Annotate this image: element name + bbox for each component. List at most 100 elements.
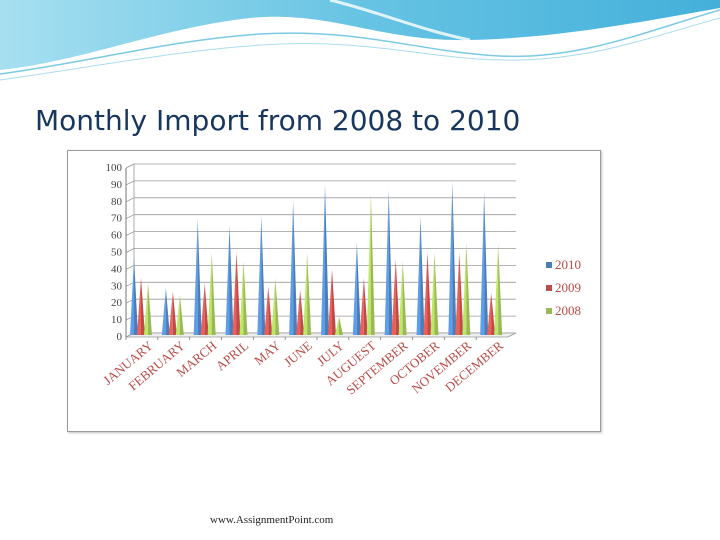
cone-mark-2010 [388, 189, 393, 335]
cone-mark-2010-light [480, 191, 485, 335]
cone-mark-2010 [325, 184, 329, 335]
footer-url: www.AssignmentPoint.com [210, 514, 334, 526]
cone-mark-2008 [307, 252, 312, 335]
gridline-depth [125, 163, 135, 169]
cone-mark-2008 [275, 277, 280, 335]
cone-mark-2009 [427, 252, 432, 335]
y-tick-label: 70 [111, 213, 123, 225]
y-tick-label: 100 [106, 162, 123, 174]
cone-mark-2010 [420, 217, 425, 335]
slide-title: Monthly Import from 2008 to 2010 [35, 104, 521, 137]
cone-mark-2008-light [207, 252, 212, 335]
cone-mark-2008 [179, 294, 184, 335]
cone-mark-2009-light [200, 282, 205, 335]
import-chart: 0102030405060708090100JANUARYFEBRUARYMAR… [100, 162, 581, 398]
y-tick-label: 0 [117, 331, 123, 343]
x-tick-label: JUNE [281, 338, 315, 370]
cone-mark-2010-light [193, 218, 198, 335]
cone-mark-2010-light [289, 200, 294, 335]
cone-mark-2009-light [455, 252, 460, 335]
legend-swatch-2008 [546, 308, 552, 314]
x-tick-label: APRIL [213, 338, 251, 374]
cone-mark-2009-light [359, 277, 364, 335]
cone-mark-2009 [236, 252, 241, 335]
cone-mark-2008-light [430, 252, 435, 335]
cone-mark-2009-light [232, 252, 237, 335]
legend-swatch-2009 [546, 285, 552, 291]
cone-mark-2009-light [264, 286, 269, 335]
cone-mark-2008 [148, 282, 152, 335]
cone-mark-2010-light [416, 217, 421, 335]
y-tick-label: 50 [111, 247, 123, 259]
cone-mark-2009-light [391, 259, 396, 335]
gridline-depth [125, 248, 135, 253]
gridline-depth [125, 281, 135, 287]
gridline-depth [125, 265, 135, 270]
cone-mark-2009-light [328, 269, 332, 335]
cone-mark-2009-light [423, 252, 428, 335]
cone-mark-2009 [141, 277, 145, 335]
cone-mark-2010 [229, 225, 234, 335]
cone-mark-2010-light [448, 181, 453, 335]
cone-mark-2010-light [384, 189, 389, 335]
cone-mark-2010-light [257, 215, 262, 335]
cone-mark-2009 [172, 291, 177, 335]
gridline-depth [125, 180, 135, 186]
cone-mark-2009-light [168, 291, 173, 335]
y-tick-label: 40 [111, 263, 123, 275]
cone-mark-2008-light [494, 244, 499, 335]
cone-mark-2010 [356, 242, 361, 335]
cone-mark-2010 [261, 215, 266, 335]
cone-mark-2010 [484, 191, 489, 335]
legend-label-2008: 2008 [555, 303, 581, 318]
gridline-depth [125, 197, 135, 203]
cone-mark-2008 [211, 252, 216, 335]
cone-mark-2009 [268, 286, 273, 335]
cone-mark-2008-light [303, 252, 308, 335]
y-tick-label: 10 [111, 314, 123, 326]
cone-mark-2009-light [296, 289, 301, 335]
cone-mark-2008 [243, 260, 248, 335]
cone-mark-2010-light [161, 287, 166, 335]
cone-mark-2010 [165, 287, 170, 335]
y-tick-label: 90 [111, 179, 123, 191]
cone-mark-2010-light [352, 242, 357, 335]
cone-mark-2008-light [335, 316, 339, 335]
y-tick-label: 30 [111, 280, 123, 292]
cone-mark-2008-light [271, 277, 276, 335]
cone-mark-2010 [452, 181, 457, 335]
cone-mark-2010-light [130, 257, 134, 335]
y-tick-label: 80 [111, 196, 123, 208]
cone-mark-2008-light [398, 260, 403, 335]
cone-mark-2010-light [321, 184, 325, 335]
legend-label-2010: 2010 [555, 257, 581, 272]
cone-mark-2009 [395, 259, 400, 335]
cone-mark-2009-light [137, 277, 141, 335]
y-tick-label: 60 [111, 230, 123, 242]
chart-frame: 0 10 20 30 40 50 60 70 80 90 100 JANUARY FEBRUARY MAR… [67, 150, 601, 432]
x-tick-label: MAY [251, 337, 283, 368]
legend-swatch-2010 [546, 262, 552, 268]
cone-mark-2009 [459, 252, 464, 335]
cone-mark-2008 [466, 242, 471, 335]
cone-mark-2010 [134, 257, 138, 335]
header-wave-decoration [0, 0, 720, 81]
cone-mark-2008-light [239, 260, 244, 335]
cone-mark-2008 [498, 244, 503, 335]
cone-mark-2009 [300, 289, 305, 335]
cone-mark-2008 [434, 252, 439, 335]
cone-mark-2008 [339, 316, 343, 335]
gridline-depth [125, 231, 135, 236]
cone-mark-2009 [204, 282, 209, 335]
cone-mark-2010-light [225, 225, 230, 335]
cone-mark-2008-light [175, 294, 180, 335]
legend-label-2009: 2009 [555, 280, 581, 295]
gridline-depth [125, 214, 135, 220]
cone-mark-2009 [332, 269, 336, 335]
cone-mark-2010 [197, 218, 202, 335]
cone-mark-2010 [293, 200, 298, 335]
cone-mark-2008-light [144, 282, 148, 335]
cone-mark-2008-light [462, 242, 467, 335]
y-tick-label: 20 [111, 297, 123, 309]
cone-mark-2008 [402, 260, 407, 335]
